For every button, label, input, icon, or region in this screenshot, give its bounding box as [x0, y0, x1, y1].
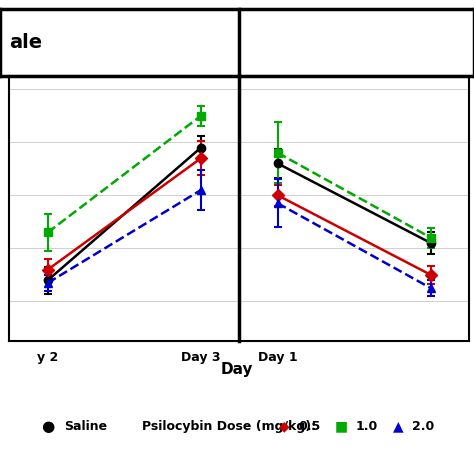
- Text: ▲: ▲: [393, 419, 403, 434]
- Text: ale: ale: [9, 33, 43, 52]
- Text: 0.5: 0.5: [299, 420, 321, 433]
- Text: ■: ■: [335, 419, 348, 434]
- Text: 2.0: 2.0: [412, 420, 435, 433]
- Text: 1.0: 1.0: [356, 420, 378, 433]
- Text: Psilocybin Dose (mg/kg):: Psilocybin Dose (mg/kg):: [142, 420, 316, 433]
- Text: Day: Day: [221, 362, 253, 377]
- Text: Saline: Saline: [64, 420, 107, 433]
- Text: ◆: ◆: [279, 419, 290, 434]
- Text: ●: ●: [41, 419, 54, 434]
